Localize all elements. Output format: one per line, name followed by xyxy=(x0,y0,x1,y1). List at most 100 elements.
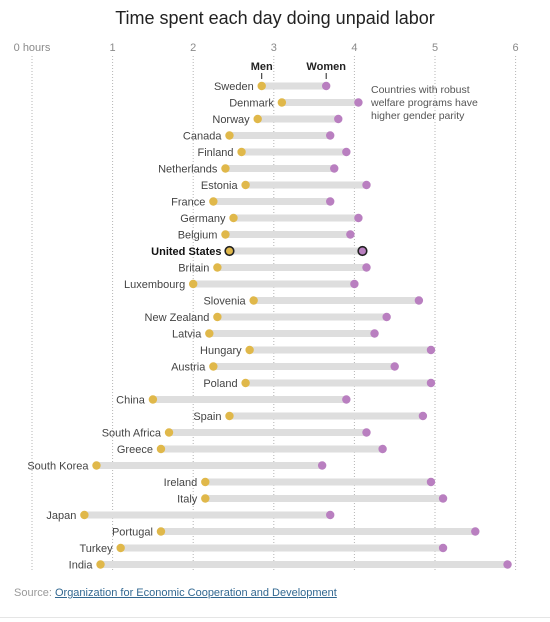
source-link[interactable]: Organization for Economic Cooperation an… xyxy=(54,587,337,599)
country-label: Canada xyxy=(183,131,222,143)
women-dot xyxy=(354,98,363,107)
men-dot xyxy=(116,543,125,553)
men-dot xyxy=(249,296,258,305)
x-tick-label: 4 xyxy=(351,42,357,54)
men-dot xyxy=(224,245,235,257)
men-dot xyxy=(225,411,234,421)
source-line: Source: Organization for Economic Cooper… xyxy=(14,587,337,599)
country-label: South Korea xyxy=(27,461,89,473)
country-label: Germany xyxy=(180,213,226,225)
chart-title: Time spent each day doing unpaid labor xyxy=(115,8,435,28)
women-dot xyxy=(342,147,351,157)
country-label: Belgium xyxy=(178,230,218,242)
country-label: India xyxy=(69,560,94,572)
country-label: Denmark xyxy=(229,98,274,110)
women-dot xyxy=(354,213,363,223)
men-dot xyxy=(96,560,105,569)
women-dot xyxy=(342,395,351,404)
country-label: Latvia xyxy=(172,329,202,341)
country-label: Greece xyxy=(117,444,153,456)
men-dot xyxy=(221,164,230,173)
women-dot xyxy=(438,543,448,553)
women-dot xyxy=(334,114,343,124)
country-label: Luxembourg xyxy=(124,279,185,291)
women-dot xyxy=(362,428,371,437)
bottom-divider xyxy=(0,617,550,618)
legend-women-label: Women xyxy=(306,61,346,73)
women-dot xyxy=(321,81,331,91)
country-label: Netherlands xyxy=(158,164,218,176)
men-dot xyxy=(201,477,210,487)
men-dot xyxy=(148,395,158,404)
x-tick-label: 0 hours xyxy=(14,42,51,54)
women-dot xyxy=(317,461,327,470)
women-dot xyxy=(326,131,335,140)
men-dot xyxy=(253,114,262,124)
men-dot xyxy=(156,444,166,454)
country-label: Italy xyxy=(177,494,198,506)
men-dot xyxy=(229,213,238,223)
women-dot xyxy=(426,378,436,388)
women-dot xyxy=(370,329,379,338)
women-dot xyxy=(503,560,512,569)
x-tick-label: 6 xyxy=(513,42,519,54)
women-dot xyxy=(362,263,371,272)
country-label: Spain xyxy=(193,411,221,423)
men-dot xyxy=(92,461,101,470)
country-label: France xyxy=(171,197,205,209)
men-dot xyxy=(225,131,234,140)
country-label: Ireland xyxy=(164,477,198,489)
country-label: Norway xyxy=(212,114,250,126)
country-label: United States xyxy=(151,246,221,258)
men-dot xyxy=(209,197,218,206)
women-dot xyxy=(378,444,387,454)
country-label: Turkey xyxy=(79,543,113,555)
men-dot xyxy=(164,428,174,437)
men-dot xyxy=(156,527,166,536)
country-label: New Zealand xyxy=(145,312,210,324)
country-label: Portugal xyxy=(112,527,153,539)
country-label: South Africa xyxy=(102,428,162,440)
women-dot xyxy=(350,279,359,289)
x-tick-label: 1 xyxy=(110,42,116,54)
men-dot xyxy=(213,312,222,322)
men-dot xyxy=(80,510,89,520)
women-dot xyxy=(362,180,371,190)
annotation-text: Countries with robust welfare programs ha… xyxy=(370,84,478,122)
women-dot xyxy=(426,345,436,355)
country-label: Estonia xyxy=(201,180,239,192)
country-label: Poland xyxy=(203,378,237,390)
men-dot xyxy=(221,230,230,239)
country-label: Hungary xyxy=(200,345,242,357)
x-tick-label: 2 xyxy=(190,42,196,54)
men-dot xyxy=(241,180,250,190)
men-dot xyxy=(189,279,198,289)
country-label: Finland xyxy=(197,147,233,159)
men-dot xyxy=(245,345,254,355)
women-dot xyxy=(414,296,424,305)
men-dot xyxy=(277,98,287,107)
x-tick-label: 3 xyxy=(271,42,277,54)
country-label: China xyxy=(116,395,146,407)
women-dot xyxy=(471,527,480,536)
men-dot xyxy=(201,494,210,503)
men-dot xyxy=(209,362,218,371)
legend-men-label: Men xyxy=(251,61,273,73)
women-dot xyxy=(357,245,368,257)
country-label: Britain xyxy=(178,263,209,275)
women-dot xyxy=(330,164,339,173)
country-label: Slovenia xyxy=(203,296,246,308)
x-tick-label: 5 xyxy=(432,42,438,54)
women-dot xyxy=(326,197,335,206)
women-dot xyxy=(346,230,355,239)
source-prefix: Source: xyxy=(14,587,55,599)
men-dot xyxy=(205,329,214,338)
country-label: Japan xyxy=(46,510,76,522)
men-dot xyxy=(237,147,246,157)
women-dot xyxy=(382,312,391,322)
women-dot xyxy=(390,362,399,371)
women-dot xyxy=(438,494,448,503)
men-dot xyxy=(257,81,266,91)
women-dot xyxy=(326,510,335,520)
